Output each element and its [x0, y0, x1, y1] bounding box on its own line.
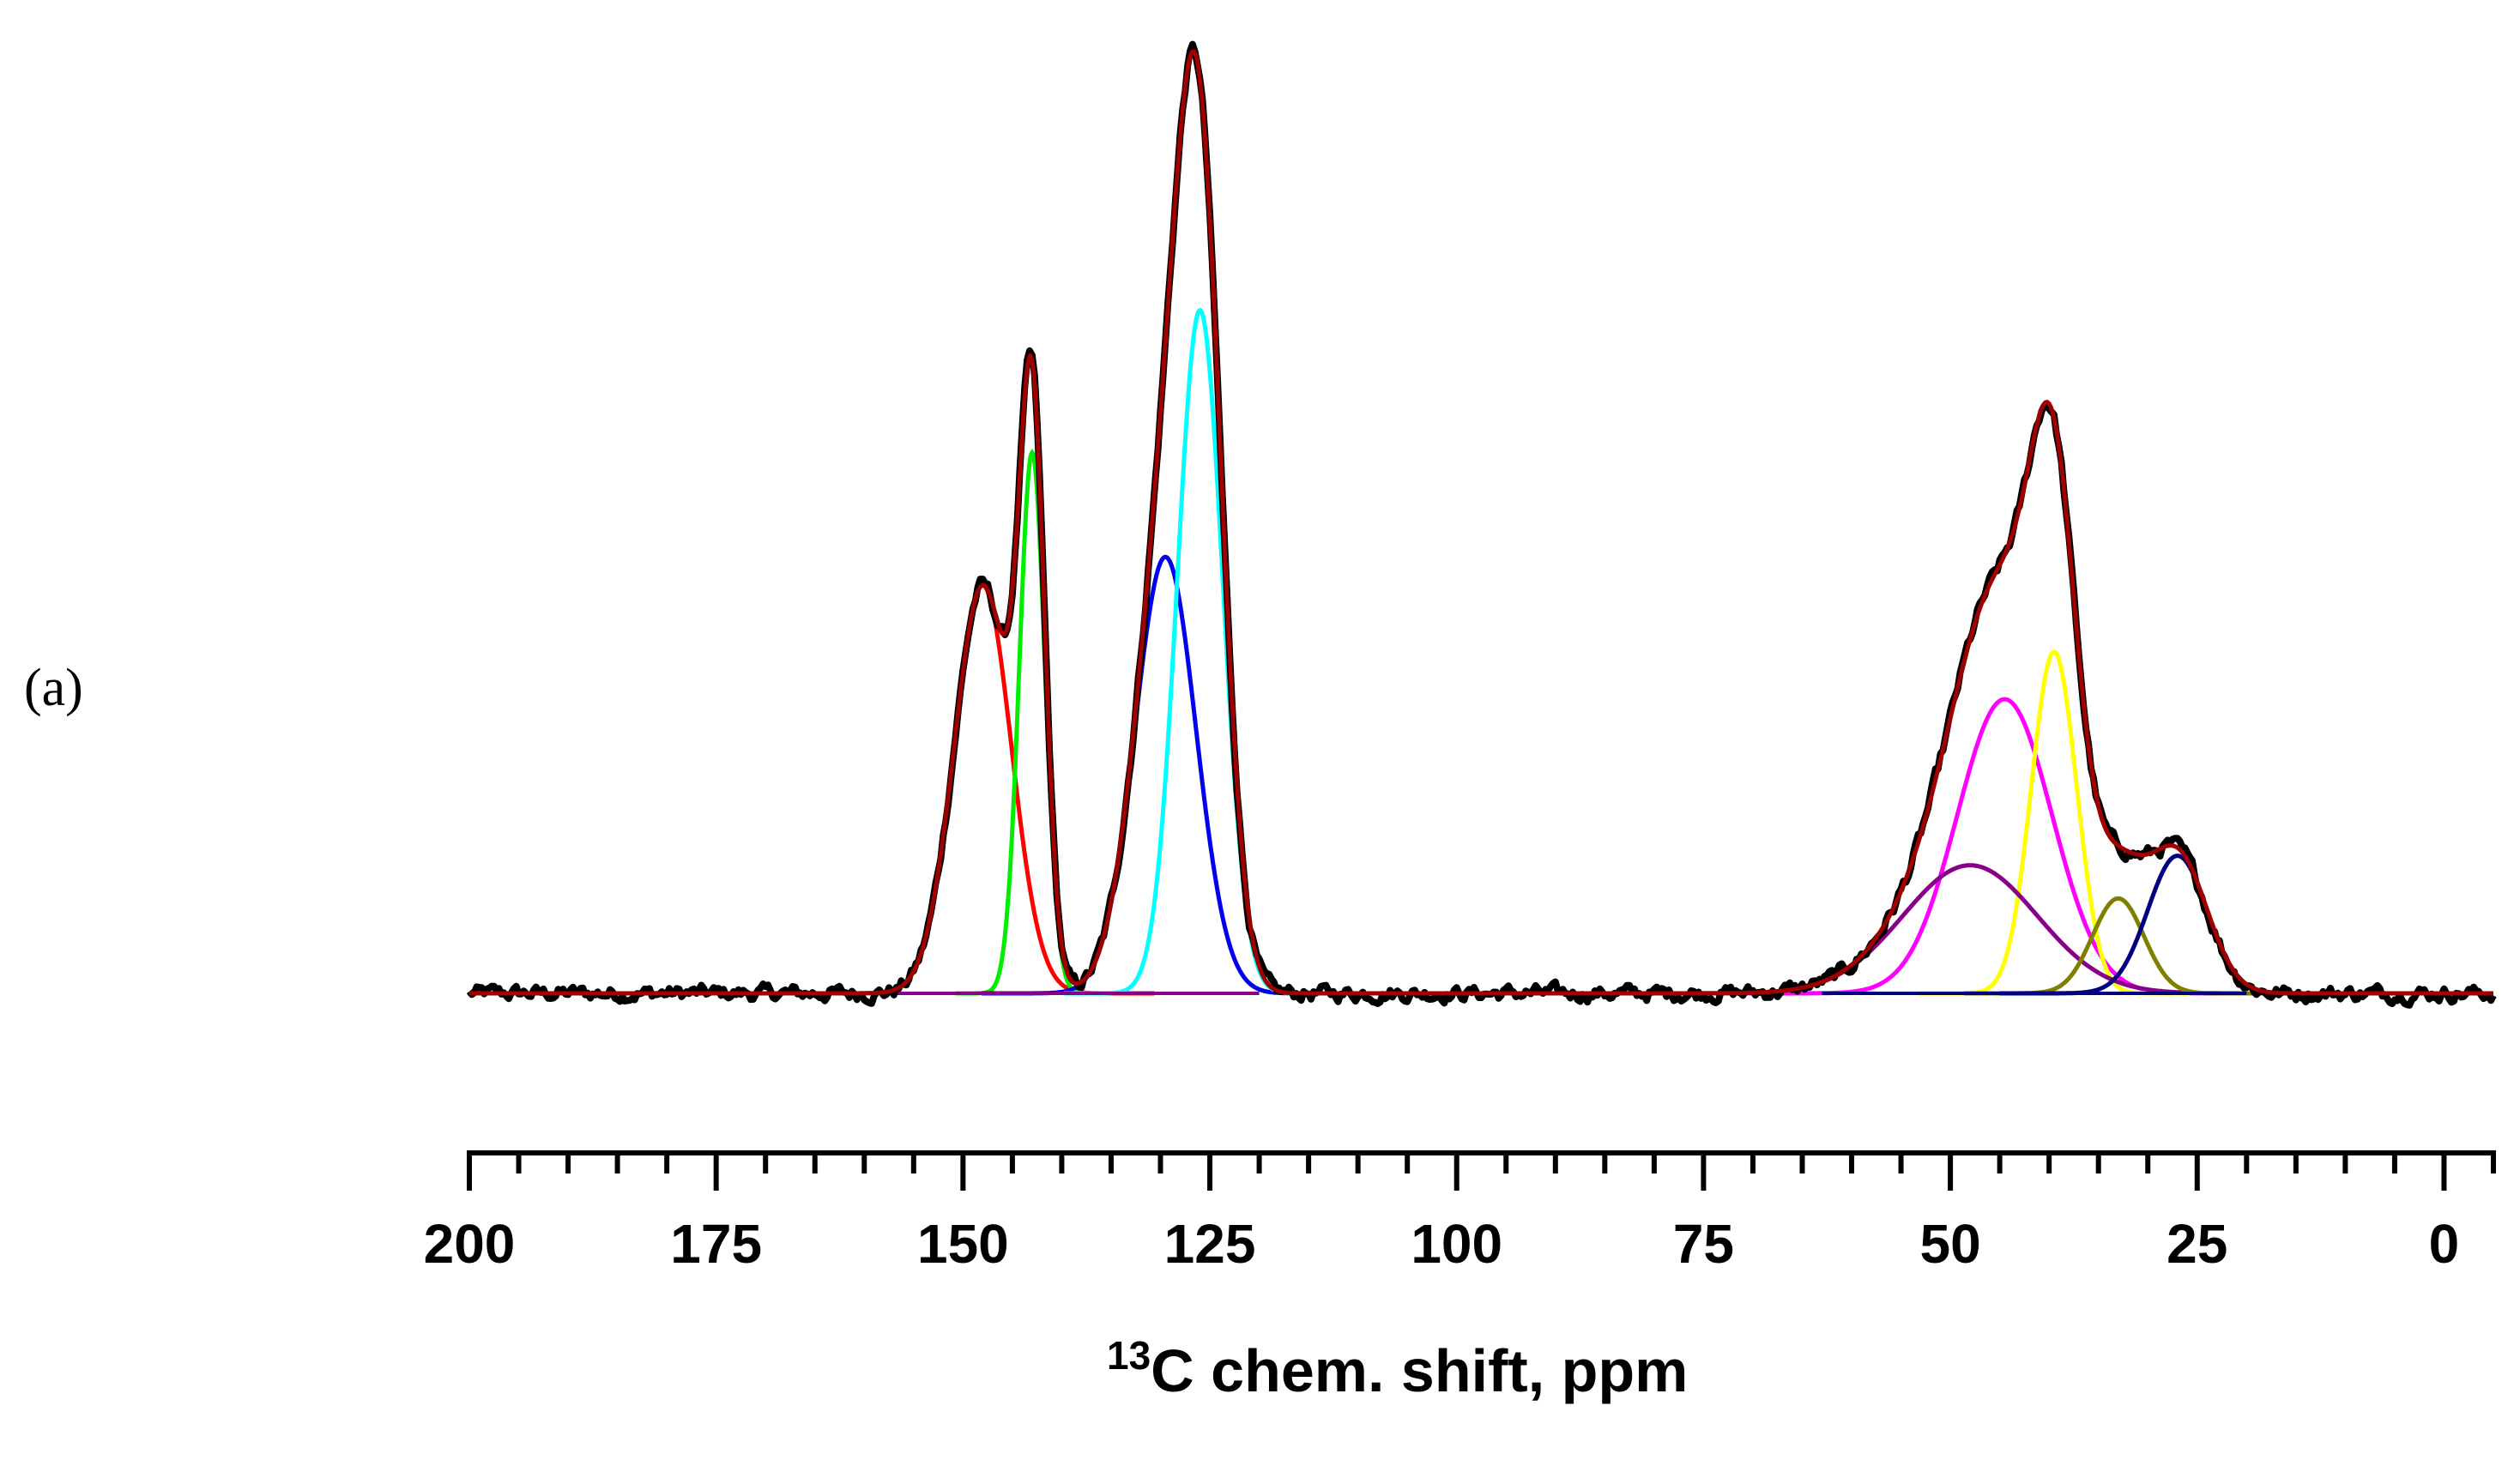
x-axis-major-ticks — [467, 1150, 2447, 1191]
x-axis: 200 175 150 125 100 75 50 25 0 — [424, 1150, 2496, 1275]
x-tick-label: 175 — [670, 1213, 762, 1275]
x-tick-label: 75 — [1673, 1213, 1734, 1275]
component-curve-4 — [1063, 307, 1337, 996]
panel-label: (a) — [24, 659, 83, 717]
fit-envelope-line — [468, 49, 2494, 996]
x-tick-label: 125 — [1164, 1213, 1256, 1275]
x-tick-label: 25 — [2166, 1213, 2227, 1275]
x-axis-title: 13C chem. shift, ppm — [1107, 1333, 1688, 1404]
x-axis-title-superscript: 13 — [1107, 1333, 1151, 1378]
x-tick-label: 150 — [917, 1213, 1009, 1275]
x-axis-title-text: C chem. shift, ppm — [1151, 1337, 1688, 1404]
x-tick-label: 50 — [1920, 1213, 1981, 1275]
component-curve-7 — [1567, 863, 2373, 996]
x-axis-minor-ticks — [516, 1153, 2496, 1173]
x-axis-tick-labels: 200 175 150 125 100 75 50 25 0 — [424, 1213, 2460, 1275]
component-curve-9 — [1999, 854, 2354, 996]
x-tick-label: 200 — [424, 1213, 516, 1275]
plot-area — [466, 40, 2497, 1009]
x-tick-label: 100 — [1411, 1213, 1502, 1275]
x-tick-label: 0 — [2429, 1213, 2460, 1275]
component-curve-5 — [1720, 697, 2288, 996]
